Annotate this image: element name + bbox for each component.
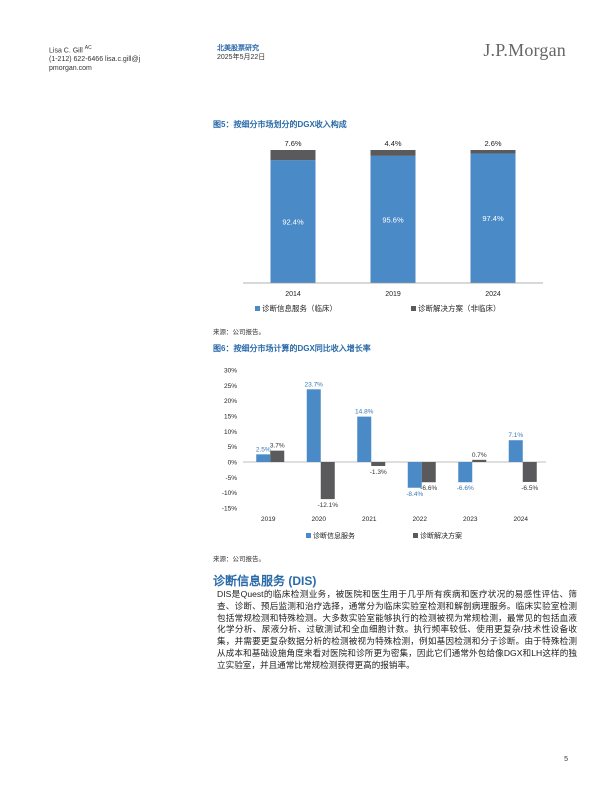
x-tick-label: 2022 (413, 516, 428, 523)
x-tick-label: 2019 (261, 516, 276, 523)
page-number: 5 (564, 756, 568, 763)
bar-2023-series1 (472, 459, 487, 462)
bar-2024-series0 (508, 440, 523, 462)
bar-2022-series0 (407, 462, 422, 488)
data-label: 2.6% (484, 139, 501, 148)
data-label: 14.8% (355, 409, 374, 416)
report-type: 北美股票研究 (217, 45, 259, 52)
data-label: 7.1% (508, 432, 523, 439)
data-label: -6.5% (521, 485, 538, 492)
analyst-certification: AC (84, 45, 92, 51)
bar-2014-series1 (270, 150, 316, 161)
figure5-source: 来源：公司报告。 (213, 329, 265, 336)
bar-2024-series1 (470, 150, 516, 154)
data-label: 0.7% (472, 452, 487, 459)
bar-2020-series0 (306, 389, 321, 462)
bar-2024-series0 (470, 153, 516, 283)
report-date: 2025年5月22日 (217, 54, 266, 61)
legend-label: 诊断解决方案 (420, 531, 462, 540)
x-tick-label: 2020 (312, 516, 327, 523)
bar-2014-series0 (270, 160, 316, 283)
bar-2019-series0 (370, 155, 416, 283)
data-label: -1.3% (370, 469, 387, 476)
x-tick-label: 2014 (285, 291, 301, 298)
data-label: -8.4% (406, 491, 423, 498)
legend-swatch (255, 306, 260, 311)
author-site[interactable]: pmorgan.com (49, 65, 92, 73)
figure6-title: 图6：按细分市场计算的DGX同比收入增长率 (213, 344, 371, 353)
bar-2022-series1 (421, 462, 436, 483)
y-tick-label: -5% (225, 475, 237, 482)
bar-2019-series1 (270, 450, 285, 462)
author-contact[interactable]: (1-212) 622-6466 lisa.c.gill@j (49, 56, 141, 64)
author-name: Lisa C. Gill (49, 47, 83, 55)
report-info: 北美股票研究 2025年5月22日 (217, 44, 265, 62)
y-tick-label: 10% (224, 429, 237, 436)
x-tick-label: 2024 (514, 516, 529, 523)
y-tick-label: 0% (228, 460, 238, 467)
jpmorgan-logo: J.P.Morgan (483, 40, 566, 60)
figure5-title: 图5：按细分市场划分的DGX收入构成 (213, 120, 347, 129)
bar-2024-series1 (522, 462, 537, 482)
data-label: 7.6% (284, 139, 301, 148)
figure6-source: 来源：公司报告。 (213, 556, 265, 563)
bar-2023-series0 (458, 462, 473, 483)
data-label: 4.4% (384, 139, 401, 148)
data-label: -6.6% (457, 485, 474, 492)
data-label: 95.6% (382, 215, 404, 224)
bar-2021-series1 (371, 462, 386, 466)
data-label: 92.4% (282, 218, 304, 227)
y-tick-label: -15% (222, 506, 237, 513)
y-tick-label: 30% (224, 368, 237, 375)
section-paragraph: DIS是Quest的临床检测业务，被医院和医生用于几乎所有疾病和医疗状况的易感性… (217, 589, 577, 670)
data-label: 2.5% (256, 446, 271, 453)
data-label: 97.4% (482, 214, 504, 223)
y-tick-label: -10% (222, 490, 237, 497)
x-tick-label: 2024 (485, 291, 501, 298)
y-tick-label: 15% (224, 414, 237, 421)
bar-2021-series0 (357, 416, 372, 462)
data-label: -6.6% (420, 485, 437, 492)
legend-label: 诊断信息服务（临床） (262, 303, 337, 313)
y-tick-label: 25% (224, 383, 237, 390)
legend-label: 诊断解决方案（非临床） (418, 303, 501, 313)
author-block: Lisa C. Gill AC (1-212) 622-6466 lisa.c.… (49, 44, 140, 73)
y-tick-label: 20% (224, 398, 237, 405)
x-tick-label: 2023 (463, 516, 478, 523)
x-tick-label: 2019 (385, 291, 401, 298)
legend-swatch (306, 533, 311, 538)
bar-2019-series1 (370, 150, 416, 156)
data-label: -12.1% (317, 502, 338, 509)
data-label: 23.7% (305, 381, 324, 388)
bar-2020-series1 (320, 462, 335, 500)
figure6-chart: 30% 25% 20% 15% 10% 5% 0% -5% -10% -15% 2.5%3.7% 20… (222, 368, 546, 540)
figure5-chart: 92.4% 7.6% 2014 95.6% 4.4% 2019 97.4% 2.6% 2024 诊… (243, 139, 543, 313)
legend-label: 诊断信息服务 (313, 531, 355, 540)
data-label: 3.7% (270, 443, 285, 450)
legend-swatch (413, 533, 418, 538)
bar-2019-series0 (256, 454, 271, 462)
legend-swatch (411, 306, 416, 311)
section-title: 诊断信息服务 (DIS) (213, 574, 317, 588)
y-tick-label: 5% (228, 444, 238, 451)
x-tick-label: 2021 (362, 516, 377, 523)
